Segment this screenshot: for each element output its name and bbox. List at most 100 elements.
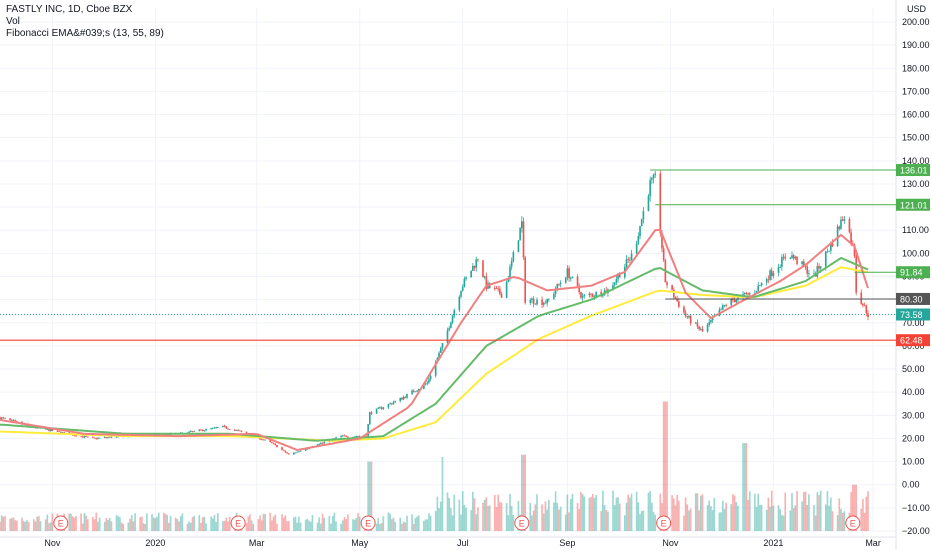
volume-bar — [593, 497, 596, 531]
candle-body — [725, 304, 727, 306]
volume-bar — [735, 502, 738, 531]
volume-bar — [412, 524, 415, 531]
volume-bar — [651, 502, 653, 531]
volume-bar — [548, 499, 550, 531]
candle-body — [228, 429, 231, 430]
volume-bar — [166, 514, 169, 531]
volume-bar — [389, 513, 391, 531]
candle-body — [264, 439, 266, 441]
volume-bar — [71, 516, 74, 531]
earnings-marker — [360, 515, 376, 531]
price-tag-label: 121.01 — [900, 200, 928, 210]
volume-bar — [737, 505, 739, 531]
volume-bar — [120, 522, 123, 531]
volume-bar — [164, 513, 167, 531]
volume-bar — [472, 491, 474, 531]
candle-body — [353, 436, 356, 438]
volume-bar — [784, 492, 787, 531]
volume-bar — [95, 512, 98, 531]
candle-body — [818, 266, 820, 269]
candle-body — [828, 250, 830, 252]
volume-bar — [617, 497, 619, 531]
volume-bar — [532, 510, 535, 531]
candle-body — [412, 390, 415, 392]
candle-body — [509, 266, 511, 279]
volume-bar — [522, 454, 525, 531]
candle-body — [240, 430, 243, 432]
volume-bar — [629, 497, 631, 531]
candle-body — [735, 299, 738, 303]
y-tick-label: 70.00 — [902, 318, 925, 328]
candle-body — [497, 288, 499, 290]
y-tick-label: 180.00 — [902, 63, 930, 73]
candle-body — [841, 219, 844, 221]
volume-bar — [222, 521, 224, 531]
candle-body — [287, 453, 290, 455]
candle-body — [260, 439, 263, 441]
candle-body — [542, 302, 545, 305]
volume-bar — [451, 515, 454, 531]
volume-bar — [580, 491, 582, 531]
earnings-marker — [53, 515, 69, 531]
volume-bar — [352, 519, 354, 531]
volume-bar — [554, 491, 557, 531]
volume-bar — [743, 443, 746, 531]
candle-body — [519, 228, 521, 241]
candle-body — [748, 293, 751, 295]
volume-bar — [520, 454, 523, 531]
candle-body — [335, 437, 337, 439]
candle-body — [804, 266, 807, 267]
candle-body — [593, 296, 596, 298]
earnings-marker-label: E — [235, 519, 241, 529]
earnings-marker-label: E — [519, 519, 525, 529]
volume-bar — [725, 502, 727, 531]
candle-body — [791, 255, 793, 259]
candle-body — [612, 285, 614, 290]
candle-body — [826, 251, 829, 253]
candle-body — [546, 298, 548, 304]
candle-body — [637, 235, 640, 244]
candle-body — [757, 285, 760, 292]
volume-bar — [541, 504, 543, 531]
x-tick-label: Jul — [457, 538, 469, 548]
candle-body — [103, 437, 106, 438]
candle-body — [451, 315, 454, 323]
volume-bar — [721, 500, 724, 531]
volume-bar — [767, 497, 770, 531]
volume-bar — [830, 497, 832, 531]
candle-body — [10, 419, 13, 421]
volume-bar — [26, 520, 28, 531]
volume-bar — [781, 515, 783, 531]
candle-body — [531, 298, 533, 301]
candle-body — [108, 436, 111, 438]
volume-bar — [698, 510, 700, 531]
volume-bar — [48, 523, 50, 531]
volume-bar — [259, 515, 261, 531]
volume-bar — [24, 521, 27, 531]
candle-body — [73, 435, 76, 437]
volume-bar — [642, 510, 645, 531]
volume-bar — [652, 511, 655, 531]
volume-bar — [311, 514, 314, 531]
x-tick-label: Sep — [559, 538, 575, 548]
volume-bar — [355, 517, 358, 531]
volume-bar — [838, 498, 841, 531]
volume-bar — [51, 513, 54, 531]
candle-body — [689, 315, 692, 324]
volume-bar — [321, 513, 324, 531]
candle-body — [495, 288, 498, 289]
candle-body — [559, 282, 562, 285]
volume-bar — [618, 503, 621, 531]
volume-bar — [576, 502, 579, 531]
volume-bar — [483, 499, 486, 531]
candle-body — [699, 328, 702, 330]
candle-body — [580, 292, 582, 298]
volume-bar — [141, 516, 143, 531]
price-tag — [896, 292, 930, 305]
volume-bar — [493, 495, 496, 531]
candle-body — [81, 436, 84, 438]
x-tick-label: Nov — [44, 538, 61, 548]
candle-body — [16, 420, 18, 422]
